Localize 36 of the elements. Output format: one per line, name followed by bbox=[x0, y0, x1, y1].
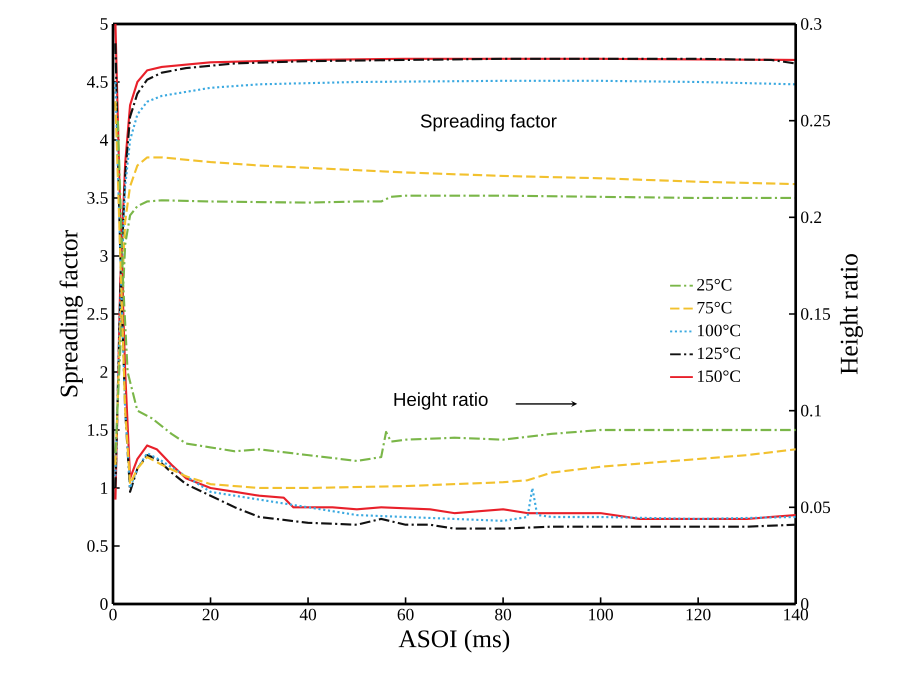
x-tick-label: 40 bbox=[300, 608, 316, 620]
legend-label: 100°C bbox=[698, 324, 740, 336]
x-tick-label: 100 bbox=[589, 608, 613, 620]
x-tick-label: 80 bbox=[495, 608, 512, 620]
y2-tick-label: 0 bbox=[801, 598, 808, 610]
x-tick-label: 0 bbox=[109, 608, 117, 620]
y2-tick-label: 0.25 bbox=[801, 114, 830, 127]
annotation: Spreading factor bbox=[420, 114, 557, 132]
y-tick-label: 1.5 bbox=[88, 424, 108, 436]
x-tick-label: 20 bbox=[202, 608, 219, 620]
legend-label: 125°C bbox=[698, 348, 740, 360]
x-tick-label: 140 bbox=[784, 608, 808, 620]
y-tick-label: 0.5 bbox=[87, 540, 108, 552]
y-tick-label: 3.5 bbox=[87, 192, 108, 204]
y-tick-label: 0 bbox=[100, 598, 108, 610]
legend-label: 75°C bbox=[698, 302, 732, 314]
legend-label: 25°C bbox=[697, 278, 732, 291]
legend-label: 150°C bbox=[698, 370, 740, 382]
y2-axis-title: Height ratio bbox=[840, 254, 863, 374]
y-tick-label: 4 bbox=[100, 134, 108, 146]
x-tick-label: 120 bbox=[686, 608, 710, 620]
y-tick-label: 4.5 bbox=[86, 76, 108, 88]
y-tick-label: 5 bbox=[100, 18, 108, 30]
y2-tick-label: 0.2 bbox=[801, 211, 822, 224]
annotation: Height ratio bbox=[394, 392, 488, 410]
y2-tick-label: 0.1 bbox=[801, 404, 822, 417]
y-tick-label: 1 bbox=[101, 482, 108, 494]
y-tick-label: 2 bbox=[100, 366, 108, 378]
y-axis-title: Spreading factor bbox=[60, 230, 83, 396]
x-tick-label: 60 bbox=[398, 608, 414, 620]
y2-tick-label: 0.15 bbox=[801, 308, 830, 320]
y2-tick-label: 0.05 bbox=[801, 501, 830, 514]
y-tick-label: 3 bbox=[100, 250, 108, 262]
x-axis-title: ASOI (ms) bbox=[398, 630, 510, 653]
y-tick-label: 2.5 bbox=[87, 308, 108, 320]
y2-tick-label: 0.3 bbox=[801, 18, 822, 30]
